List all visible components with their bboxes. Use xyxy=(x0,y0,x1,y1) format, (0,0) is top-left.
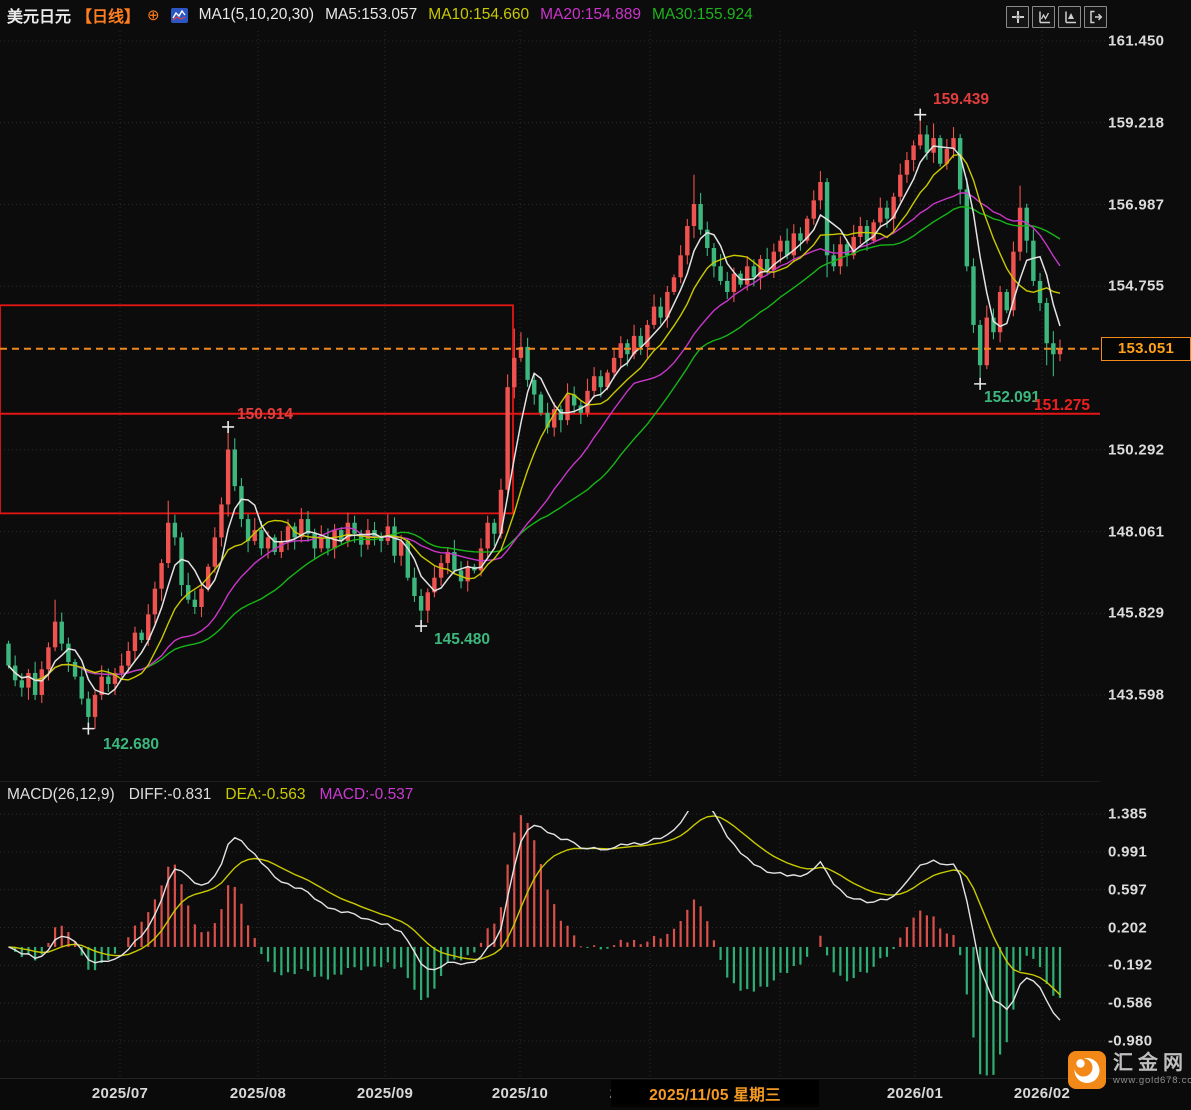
macd-axis-label: 0.991 xyxy=(1108,843,1148,861)
annotation-label: 142.680 xyxy=(103,736,159,753)
period-label[interactable]: 【日线】 xyxy=(76,9,141,26)
ma-lines xyxy=(7,145,1061,696)
current-price-tag: 153.051 xyxy=(1101,336,1191,361)
user-drawings[interactable] xyxy=(0,304,1100,515)
time-axis-label: 2026/01 xyxy=(886,1085,944,1102)
crosshair-date-label: 2025/11/05 星期三 xyxy=(611,1080,819,1107)
extreme-cross-marker xyxy=(82,722,95,735)
ma5-line xyxy=(7,145,1061,696)
chart-toolbar xyxy=(1006,6,1107,28)
time-axis-label: 2025/08 xyxy=(229,1085,287,1102)
watermark-name: 汇金网 xyxy=(1113,1052,1188,1074)
chart-header: 美元日元 【日线】 ⊕ MA1(5,10,20,30) MA5:153.057 … xyxy=(0,0,1107,30)
scale-left-icon xyxy=(1038,11,1050,24)
ma30-line xyxy=(7,206,1061,682)
macd-axis-label: -0.192 xyxy=(1108,956,1153,974)
watermark-url: www.gold678.com xyxy=(1113,1075,1191,1086)
time-axis-label: 2025/09 xyxy=(356,1085,414,1102)
annotation-label: 150.914 xyxy=(237,406,293,423)
annotation-label: 159.439 xyxy=(933,91,989,108)
symbol-title: 美元日元 xyxy=(7,9,72,26)
macd-axis-label: 0.597 xyxy=(1108,881,1148,899)
macd-legend: MACD(26,12,9) DIFF:-0.831 DEA:-0.563 MAC… xyxy=(7,786,413,804)
ma20-line xyxy=(7,192,1061,682)
macd-axis-label: -0.980 xyxy=(1108,1032,1153,1050)
price-axis-label: 159.218 xyxy=(1108,114,1165,132)
time-axis-label: 2025/07 xyxy=(91,1085,149,1102)
extreme-cross-marker xyxy=(914,108,927,121)
extreme-cross-marker xyxy=(415,620,428,633)
ma20-value: MA20:154.889 xyxy=(540,6,641,23)
pan-tool-button[interactable] xyxy=(1006,6,1029,28)
scale-right-icon xyxy=(1064,11,1076,24)
indicator-chart-icon[interactable] xyxy=(170,7,188,23)
dea-line xyxy=(8,815,1061,996)
time-axis-label: 2026/02 xyxy=(1013,1085,1071,1102)
macd-title[interactable]: MACD(26,12,9) xyxy=(7,786,115,803)
macd-macd-value: MACD:-0.537 xyxy=(319,786,414,803)
price-axis-label: 154.755 xyxy=(1108,277,1165,295)
ma5-value: MA5:153.057 xyxy=(325,6,418,23)
panel-divider xyxy=(0,781,1100,782)
macd-panel xyxy=(8,811,1062,1076)
time-axis-label: 2025/10 xyxy=(491,1085,549,1102)
time-axis-bar: 2025/07 2025/08 2025/09 2025/10 2026/01 2026/… xyxy=(0,1078,1191,1110)
macd-dea-value: DEA:-0.563 xyxy=(225,786,306,803)
price-axis-label: 150.292 xyxy=(1108,441,1165,459)
candlesticks[interactable] xyxy=(6,114,1063,730)
watermark-logo: 汇金网 www.gold678.com xyxy=(1068,1051,1191,1089)
ma-settings-label[interactable]: MA1(5,10,20,30) xyxy=(198,6,315,23)
extreme-cross-marker xyxy=(974,377,987,390)
ma30-value: MA30:155.924 xyxy=(651,6,753,23)
diff-line xyxy=(8,811,1061,1021)
gridlines xyxy=(0,31,1106,1076)
macd-axis-label: -0.586 xyxy=(1108,994,1153,1012)
exit-chart-button[interactable] xyxy=(1084,6,1107,28)
annotation-label: 152.091 xyxy=(984,389,1040,406)
price-axis-label: 161.450 xyxy=(1108,32,1165,50)
price-axis-label: 156.987 xyxy=(1108,196,1165,213)
macd-axis-label: 0.202 xyxy=(1108,919,1148,937)
price-axis-label: 143.598 xyxy=(1108,686,1165,704)
annotation-label: 145.480 xyxy=(434,631,490,648)
pan-icon xyxy=(1011,11,1024,23)
extreme-cross-marker xyxy=(222,420,235,433)
scale-right-button[interactable] xyxy=(1058,6,1081,28)
exit-icon xyxy=(1089,10,1102,24)
annotation-label: 151.275 xyxy=(1034,397,1090,414)
macd-diff-value: DIFF:-0.831 xyxy=(128,786,212,803)
scale-left-button[interactable] xyxy=(1032,6,1055,28)
ma10-line xyxy=(7,153,1061,682)
ma10-value: MA10:154.660 xyxy=(428,6,530,23)
macd-axis-label: 1.385 xyxy=(1108,805,1148,823)
price-axis-label: 148.061 xyxy=(1108,523,1165,540)
price-axis-label: 145.829 xyxy=(1108,604,1165,622)
compare-add-icon[interactable]: ⊕ xyxy=(147,7,160,24)
gold678-logo-icon xyxy=(1068,1051,1106,1089)
